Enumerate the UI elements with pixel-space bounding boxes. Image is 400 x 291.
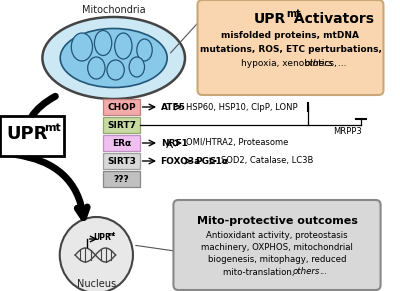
Text: CHOP: CHOP: [107, 102, 136, 111]
FancyBboxPatch shape: [103, 171, 140, 187]
Text: ...: ...: [335, 58, 346, 68]
Text: MRPP3: MRPP3: [334, 127, 362, 136]
Text: UPR: UPR: [254, 12, 286, 26]
FancyBboxPatch shape: [103, 153, 140, 169]
Ellipse shape: [137, 39, 152, 61]
Text: hypoxia, xenobiotics,: hypoxia, xenobiotics,: [241, 58, 340, 68]
Ellipse shape: [94, 31, 112, 56]
Text: misfolded proteins, mtDNA: misfolded proteins, mtDNA: [222, 31, 360, 40]
Text: Activators: Activators: [288, 12, 374, 26]
Ellipse shape: [71, 33, 92, 61]
Text: OMI/HTRA2, Proteasome: OMI/HTRA2, Proteasome: [186, 139, 288, 148]
Text: ???: ???: [114, 175, 129, 184]
Text: SIRT3: SIRT3: [107, 157, 136, 166]
Ellipse shape: [88, 57, 105, 79]
Ellipse shape: [60, 29, 167, 88]
Circle shape: [60, 217, 133, 291]
Ellipse shape: [129, 57, 144, 77]
Text: others: others: [305, 58, 334, 68]
Text: SIRT7: SIRT7: [107, 120, 136, 129]
Text: mt: mt: [287, 9, 301, 19]
Text: mt: mt: [108, 232, 116, 237]
Ellipse shape: [107, 60, 124, 80]
Text: others: others: [292, 267, 320, 276]
FancyBboxPatch shape: [103, 99, 140, 115]
Text: UPR: UPR: [94, 233, 111, 242]
Text: SOD2, Catalase, LC3B: SOD2, Catalase, LC3B: [221, 157, 313, 166]
Text: ...: ...: [319, 267, 327, 276]
FancyBboxPatch shape: [103, 135, 140, 151]
Text: machinery, OXPHOS, mitochondrial: machinery, OXPHOS, mitochondrial: [201, 244, 353, 253]
FancyBboxPatch shape: [0, 116, 64, 156]
FancyBboxPatch shape: [174, 200, 380, 290]
Text: mt: mt: [44, 123, 61, 133]
Text: UPR: UPR: [7, 125, 48, 143]
Ellipse shape: [115, 33, 132, 59]
Text: FOXO3a: FOXO3a: [160, 157, 200, 166]
FancyArrowPatch shape: [14, 154, 87, 218]
Text: HSP60, HSP10, ClpP, LONP: HSP60, HSP10, ClpP, LONP: [186, 102, 298, 111]
Text: Mito-protective outcomes: Mito-protective outcomes: [196, 216, 358, 226]
Text: mutations, ROS, ETC perturbations,: mutations, ROS, ETC perturbations,: [200, 45, 382, 54]
Text: Nucleus: Nucleus: [77, 279, 116, 289]
Text: NRF1: NRF1: [161, 139, 188, 148]
Text: ATF5: ATF5: [161, 102, 186, 111]
Text: Antioxidant activity, proteostasis: Antioxidant activity, proteostasis: [206, 232, 348, 240]
FancyBboxPatch shape: [198, 0, 384, 95]
Text: mito-translation,: mito-translation,: [222, 267, 297, 276]
Text: biogenesis, mitophagy, reduced: biogenesis, mitophagy, reduced: [208, 255, 346, 265]
FancyArrowPatch shape: [19, 96, 55, 143]
FancyBboxPatch shape: [103, 117, 140, 133]
Text: PGC1α: PGC1α: [196, 157, 229, 166]
Text: Mitochondria: Mitochondria: [82, 5, 146, 15]
Text: ERα: ERα: [112, 139, 131, 148]
Ellipse shape: [42, 17, 185, 99]
